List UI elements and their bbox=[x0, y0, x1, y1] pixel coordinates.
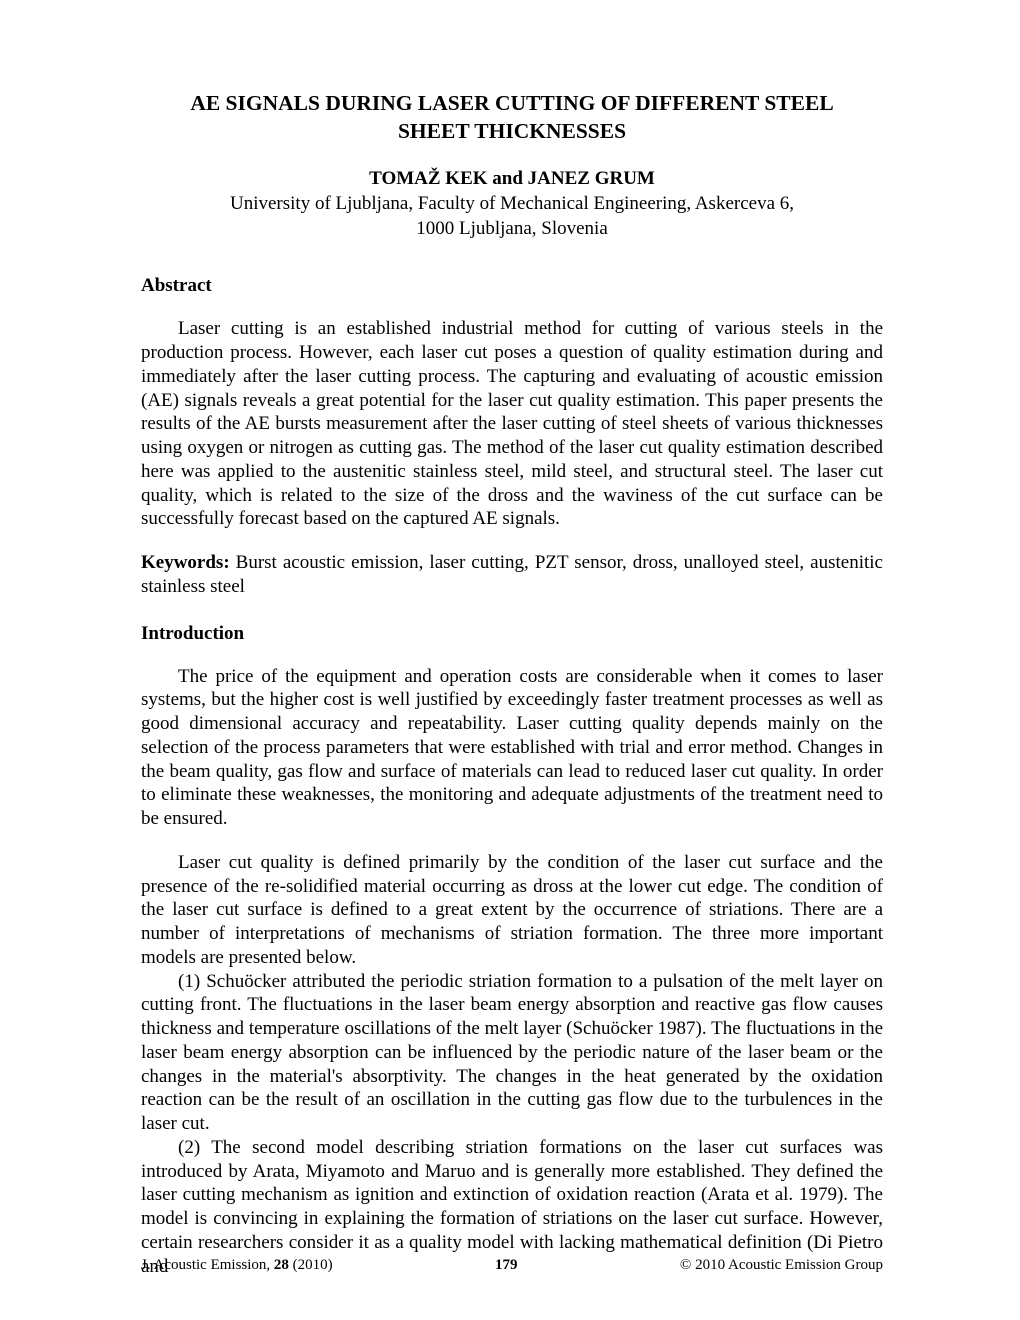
keywords-block: Keywords: Burst acoustic emission, laser… bbox=[141, 551, 883, 599]
footer-page-number: 179 bbox=[495, 1257, 518, 1274]
keywords-text: Burst acoustic emission, laser cutting, … bbox=[141, 552, 883, 597]
abstract-heading: Abstract bbox=[141, 275, 883, 297]
paper-affiliation: University of Ljubljana, Faculty of Mech… bbox=[141, 192, 883, 241]
footer-journal: J. Acoustic Emission, 28 (2010) bbox=[141, 1257, 333, 1274]
intro-para-2: Laser cut quality is defined primarily b… bbox=[141, 851, 883, 970]
affiliation-line-2: 1000 Ljubljana, Slovenia bbox=[416, 218, 608, 239]
intro-block-2: Laser cut quality is defined primarily b… bbox=[141, 851, 883, 1279]
affiliation-line-1: University of Ljubljana, Faculty of Mech… bbox=[230, 193, 794, 214]
keywords-label: Keywords: bbox=[141, 552, 230, 573]
page-footer: J. Acoustic Emission, 28 (2010) 179 © 20… bbox=[141, 1257, 883, 1274]
introduction-heading: Introduction bbox=[141, 623, 883, 645]
footer-year: (2010) bbox=[289, 1257, 333, 1273]
paper-title: AE SIGNALS DURING LASER CUTTING OF DIFFE… bbox=[141, 90, 883, 146]
footer-journal-prefix: J. Acoustic Emission, bbox=[141, 1257, 274, 1273]
footer-volume: 28 bbox=[274, 1257, 289, 1273]
intro-para-1: The price of the equipment and operation… bbox=[141, 665, 883, 831]
footer-copyright: © 2010 Acoustic Emission Group bbox=[680, 1257, 883, 1274]
intro-para-3: (1) Schuöcker attributed the periodic st… bbox=[141, 970, 883, 1136]
abstract-text: Laser cutting is an established industri… bbox=[141, 317, 883, 531]
title-line-1: AE SIGNALS DURING LASER CUTTING OF DIFFE… bbox=[190, 91, 833, 115]
title-line-2: SHEET THICKNESSES bbox=[398, 119, 626, 143]
paper-authors: TOMAŽ KEK and JANEZ GRUM bbox=[141, 168, 883, 190]
